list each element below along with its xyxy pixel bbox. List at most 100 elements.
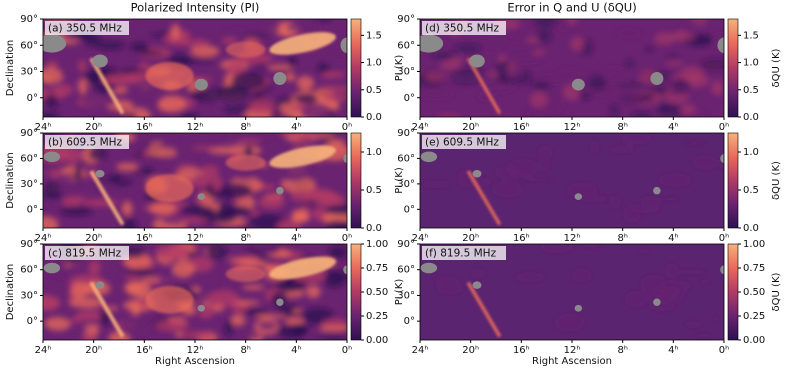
- map-patch: [125, 112, 137, 117]
- y-tick-label: 30°: [20, 67, 38, 78]
- masked-region: [472, 169, 482, 178]
- map-patch: [300, 102, 332, 117]
- map-bright: [145, 256, 336, 314]
- colorbar-tick-label: 0.0: [366, 223, 382, 234]
- map-patch: [323, 93, 347, 102]
- x-tick-label: 0ʰ: [342, 233, 352, 244]
- x-tick-label: 24ʰ: [35, 345, 52, 356]
- map-patch: [148, 202, 176, 215]
- map-patch: [158, 158, 187, 166]
- map-patch: [211, 175, 222, 193]
- map-patch: [180, 331, 215, 340]
- map: [43, 244, 347, 340]
- panel: (c) 819.5 MHz 24ʰ 20ʰ 16ʰ 12ʰ 8ʰ 4ʰ 0ʰ 0° 30° 60° 9…: [5, 239, 405, 367]
- panel-label: (f) 819.5 MHz: [425, 248, 497, 260]
- map-patch: [641, 195, 662, 206]
- x-tick-label: 0ʰ: [719, 345, 729, 356]
- colorbar-tick-label: 0.50: [366, 287, 388, 298]
- x-tick-label: 8ʰ: [240, 233, 250, 244]
- map-patch: [554, 313, 585, 332]
- x-tick-label: 12ʰ: [564, 233, 581, 244]
- map-patch: [306, 285, 321, 299]
- map-patch: [254, 314, 287, 319]
- map-patch: [130, 303, 141, 316]
- map-patch: [269, 32, 336, 55]
- map-patch: [681, 19, 706, 36]
- panel-title: Error in Q and U (δQU): [507, 1, 636, 15]
- map-patch: [625, 58, 634, 69]
- map-patch: [658, 105, 672, 111]
- x-tick-label: 16ʰ: [513, 122, 530, 133]
- map-patch: [95, 41, 125, 50]
- masked-region: [574, 304, 583, 312]
- x-tick-label: 8ʰ: [617, 233, 627, 244]
- map-patch: [188, 256, 214, 273]
- map-patch: [537, 74, 573, 84]
- map-patch: [178, 217, 210, 224]
- x-tick-label: 24ʰ: [412, 122, 429, 133]
- map-patch: [652, 287, 688, 295]
- colorbar-tick-label: 0.75: [743, 263, 765, 274]
- x-tick-label: 24ʰ: [35, 233, 52, 244]
- map-patch: [421, 180, 452, 188]
- map-patch: [43, 111, 60, 117]
- map-patch: [620, 68, 631, 81]
- colorbar-label: δQU (K): [771, 272, 782, 311]
- map-patch: [431, 51, 456, 60]
- map-patch: [482, 35, 507, 48]
- x-tick-label: 8ʰ: [617, 122, 627, 133]
- map-patch: [207, 290, 240, 308]
- map-patch: [154, 319, 190, 332]
- map-patch: [609, 146, 636, 154]
- y-tick-label: 90°: [397, 128, 415, 139]
- map-patch: [666, 90, 698, 97]
- map-patch: [657, 280, 692, 290]
- colorbar-tick-label: 0.0: [366, 112, 382, 123]
- map-patch: [624, 290, 648, 307]
- map-patch: [218, 183, 253, 199]
- masked-region: [340, 37, 347, 54]
- y-tick-label: 30°: [397, 179, 415, 190]
- map-patch: [221, 37, 237, 45]
- map-patch: [497, 54, 507, 63]
- colorbar-tick-label: 1.00: [366, 239, 388, 250]
- masked-region: [574, 193, 583, 200]
- map-patch: [658, 173, 692, 187]
- map-patch: [69, 260, 87, 273]
- map-patch: [654, 32, 674, 46]
- map-patch: [483, 83, 515, 93]
- colorbar-tick-label: 0.0: [743, 112, 759, 123]
- map-patch: [290, 191, 308, 202]
- map-patch: [276, 219, 301, 228]
- map-patch: [291, 209, 309, 223]
- map-patch: [171, 201, 187, 207]
- map-patch: [190, 88, 221, 102]
- map-patch: [225, 154, 266, 171]
- map-patch: [505, 67, 525, 84]
- colorbar-label: δQU (K): [771, 48, 782, 87]
- map-patch: [145, 174, 194, 203]
- x-tick-label: 4ʰ: [291, 122, 301, 133]
- masked-region: [276, 186, 284, 195]
- map-patch: [54, 270, 76, 278]
- colorbar-tick-label: 1.5: [743, 30, 759, 41]
- colorbar-tick-label: 1.0: [743, 147, 759, 158]
- masked-region: [343, 153, 347, 163]
- map-patch: [248, 133, 278, 139]
- y-tick-label: 90°: [397, 14, 415, 25]
- map-patch: [590, 140, 600, 153]
- map-patch: [570, 36, 585, 52]
- map-patch: [557, 24, 572, 31]
- panel-label: (a) 350.5 MHz: [48, 23, 122, 35]
- map-patch: [242, 34, 269, 39]
- map-patch: [287, 303, 300, 310]
- colorbar-tick-label: 1.0: [743, 58, 759, 69]
- panel-label: (c) 819.5 MHz: [48, 248, 122, 260]
- x-tick-label: 12ʰ: [187, 345, 204, 356]
- map-bright: [145, 32, 336, 90]
- x-tick-label: 4ʰ: [291, 345, 301, 356]
- x-tick-label: 20ʰ: [462, 345, 479, 356]
- map-patch: [46, 60, 59, 70]
- map-patch: [88, 260, 101, 275]
- x-tick-label: 12ʰ: [564, 122, 581, 133]
